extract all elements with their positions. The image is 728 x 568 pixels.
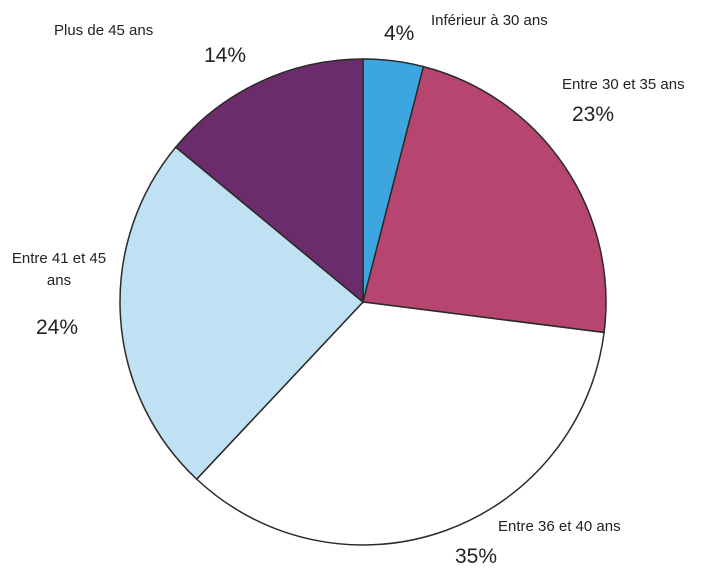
pie-slice (119, 146, 365, 481)
value-label: 35% (455, 545, 498, 568)
value-label: 23% (572, 103, 615, 126)
pie-slice (174, 58, 364, 304)
slice-label: Entre 36 et 40 ans (498, 518, 621, 535)
slice-label: Plus de 45 ans (54, 22, 154, 39)
value-label: 24% (36, 316, 79, 339)
value-label: 14% (204, 44, 247, 67)
slice-label: Inférieur à 30 ans (431, 12, 548, 29)
pie-slice (195, 301, 605, 546)
slice-label: Entre 41 et 45 ans (11, 250, 107, 289)
slice-label: Entre 30 et 35 ans (562, 76, 685, 93)
pie-slice (362, 65, 607, 334)
value-label: 4% (384, 22, 415, 45)
